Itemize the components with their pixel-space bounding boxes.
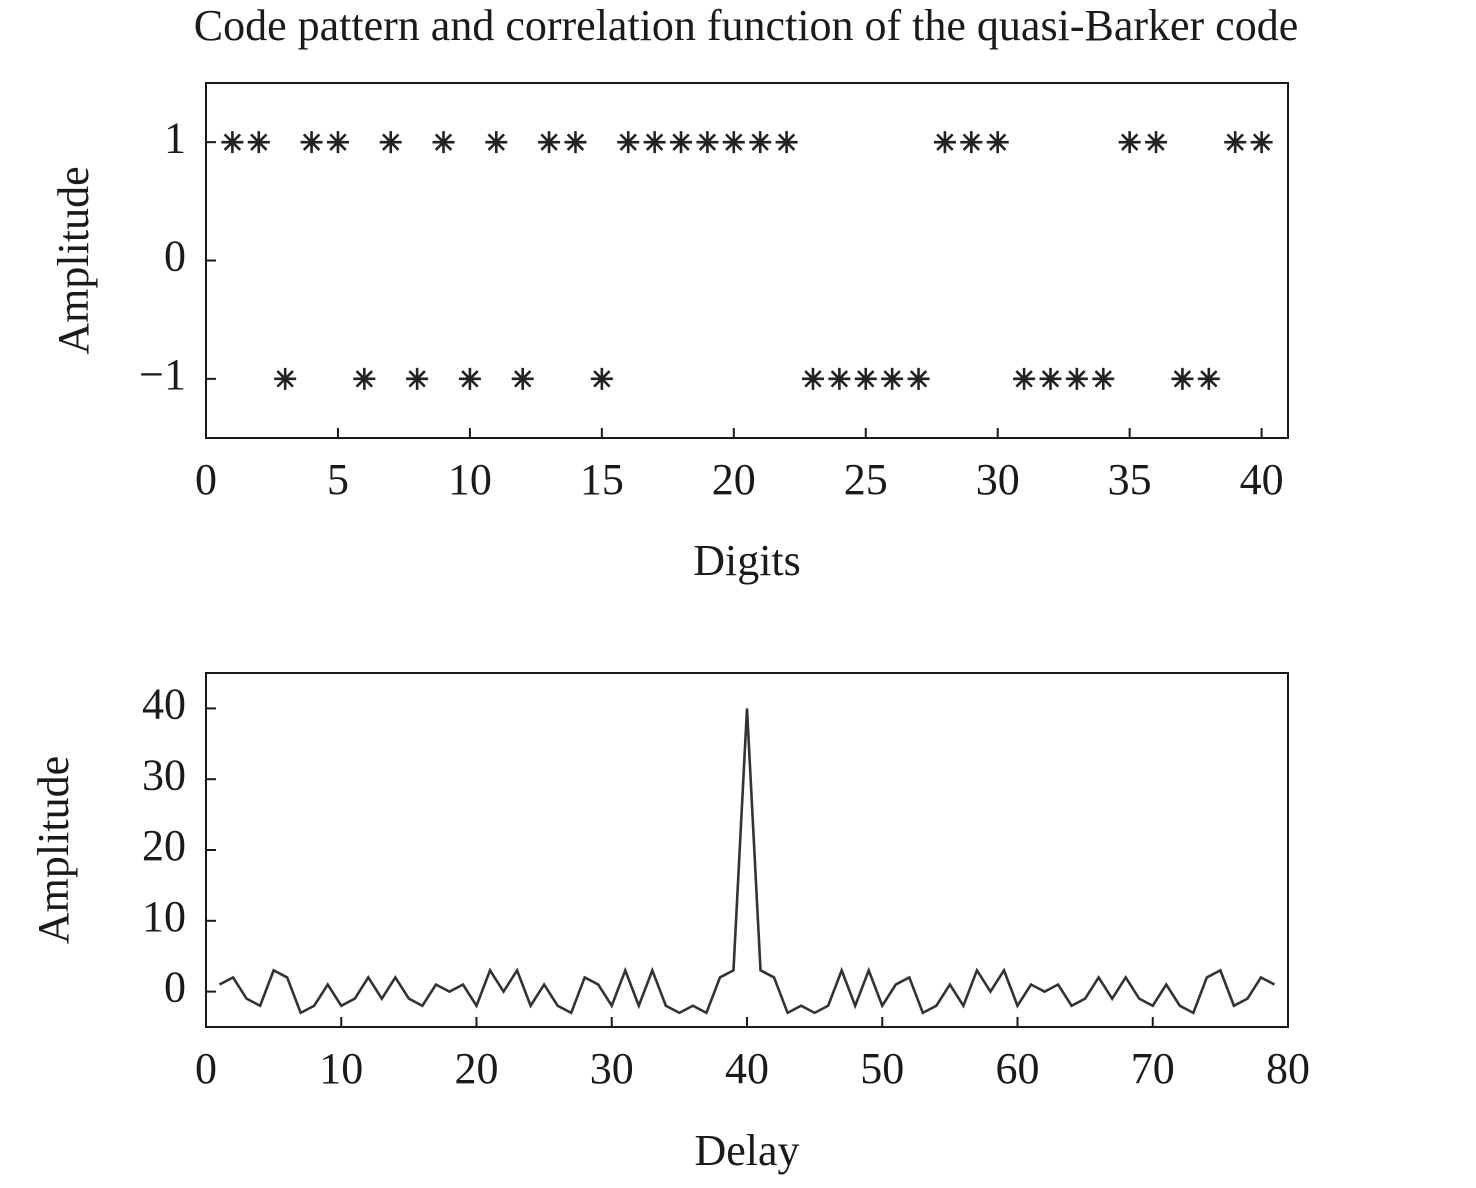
y-tick-label: 10	[142, 892, 186, 941]
asterisk-marker	[960, 131, 983, 154]
chart-title: Code pattern and correlation function of…	[194, 1, 1298, 50]
asterisk-marker	[590, 367, 613, 390]
x-axis-label: Digits	[693, 536, 801, 585]
asterisk-marker	[564, 131, 587, 154]
y-tick-label: 40	[142, 679, 186, 728]
asterisk-marker	[986, 131, 1009, 154]
x-tick-label: 40	[1240, 455, 1284, 504]
x-tick-label: 30	[976, 455, 1020, 504]
x-tick-label: 35	[1108, 455, 1152, 504]
x-tick-label: 10	[448, 455, 492, 504]
x-tick-label: 15	[580, 455, 624, 504]
asterisk-marker	[353, 367, 376, 390]
asterisk-marker	[511, 367, 534, 390]
asterisk-marker	[1145, 131, 1168, 154]
plot-frame	[205, 82, 1289, 439]
asterisk-marker	[749, 131, 772, 154]
asterisk-marker	[1118, 131, 1141, 154]
asterisk-marker	[432, 131, 455, 154]
x-tick-label: 0	[195, 455, 217, 504]
asterisk-marker	[1250, 131, 1273, 154]
y-tick-label: 0	[164, 963, 186, 1012]
y-tick-label: 0	[164, 232, 186, 281]
y-axis-label: Amplitude	[29, 756, 78, 944]
x-tick-label: 20	[455, 1044, 499, 1093]
x-tick-label: 70	[1131, 1044, 1175, 1093]
y-axis-label: Amplitude	[49, 166, 98, 354]
asterisk-marker	[379, 131, 402, 154]
asterisk-marker	[1092, 367, 1115, 390]
asterisk-marker	[247, 131, 270, 154]
x-tick-label: 50	[860, 1044, 904, 1093]
x-tick-label: 80	[1266, 1044, 1310, 1093]
y-tick-label: −1	[139, 350, 186, 399]
asterisk-marker	[933, 131, 956, 154]
correlation-line	[218, 708, 1276, 1015]
asterisk-marker	[485, 131, 508, 154]
x-tick-label: 40	[725, 1044, 769, 1093]
asterisk-marker	[696, 131, 719, 154]
asterisk-marker	[881, 367, 904, 390]
asterisk-marker	[907, 367, 930, 390]
y-tick-label: 30	[142, 750, 186, 799]
asterisk-marker	[1039, 367, 1062, 390]
x-tick-label: 5	[327, 455, 349, 504]
x-tick-label: 25	[844, 455, 888, 504]
asterisk-marker	[458, 367, 481, 390]
asterisk-marker	[300, 131, 323, 154]
asterisk-marker	[617, 131, 640, 154]
asterisk-marker	[1224, 131, 1247, 154]
asterisk-marker	[643, 131, 666, 154]
asterisk-marker	[221, 131, 244, 154]
asterisk-marker	[1171, 367, 1194, 390]
asterisk-marker	[1065, 367, 1088, 390]
x-axis-label: Delay	[694, 1126, 799, 1175]
asterisk-marker	[274, 367, 297, 390]
asterisk-marker	[775, 131, 798, 154]
x-tick-label: 60	[996, 1044, 1040, 1093]
y-tick-label: 1	[164, 113, 186, 162]
asterisk-marker	[854, 367, 877, 390]
y-tick-label: 20	[142, 821, 186, 870]
asterisk-marker	[1013, 367, 1036, 390]
asterisk-marker	[670, 131, 693, 154]
asterisk-marker	[538, 131, 561, 154]
x-tick-label: 10	[319, 1044, 363, 1093]
asterisk-marker	[1197, 367, 1220, 390]
x-tick-label: 20	[712, 455, 756, 504]
x-tick-label: 30	[590, 1044, 634, 1093]
x-tick-label: 0	[195, 1044, 217, 1093]
asterisk-marker	[406, 367, 429, 390]
asterisk-marker	[828, 367, 851, 390]
asterisk-marker	[801, 367, 824, 390]
asterisk-marker	[326, 131, 349, 154]
asterisk-marker	[722, 131, 745, 154]
